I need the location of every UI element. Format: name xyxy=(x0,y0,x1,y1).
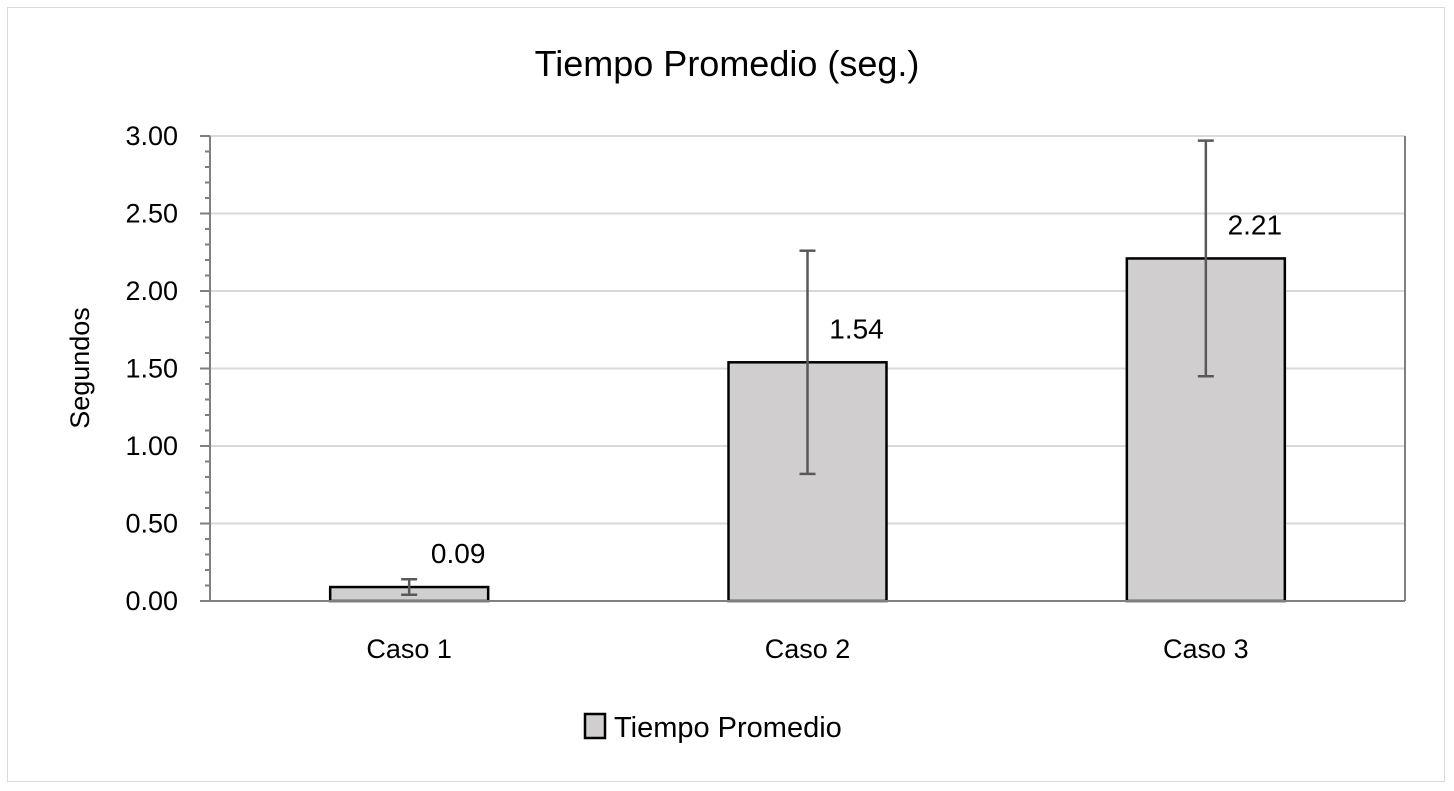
y-tick-label: 2.50 xyxy=(125,199,178,229)
x-tick-label: Caso 2 xyxy=(765,634,851,664)
data-label: 2.21 xyxy=(1228,209,1283,240)
data-label: 0.09 xyxy=(431,538,486,569)
y-axis-label: Segundos xyxy=(65,307,95,429)
legend-swatch xyxy=(583,712,607,740)
y-tick-label: 1.50 xyxy=(125,354,178,384)
labels: 0.00 0.50 1.00 1.50 2.00 2.50 3.00 0.09 Caso 1 1.… xyxy=(125,121,1282,664)
legend-label: Tiempo Promedio xyxy=(614,712,842,744)
y-tick-label: 1.00 xyxy=(125,431,178,461)
error-bars xyxy=(401,139,1214,597)
y-tick-label: 0.00 xyxy=(125,586,178,616)
legend: Tiempo Promedio xyxy=(583,712,842,744)
data-label: 1.54 xyxy=(829,313,884,344)
chart-title: Tiempo Promedio (seg.) xyxy=(535,43,920,84)
axes xyxy=(200,135,1406,602)
y-tick-label: 2.00 xyxy=(125,276,178,306)
y-tick-label: 3.00 xyxy=(125,121,178,151)
x-tick-label: Caso 3 xyxy=(1163,634,1249,664)
y-tick-label: 0.50 xyxy=(125,509,178,539)
x-tick-label: Caso 1 xyxy=(366,634,452,664)
